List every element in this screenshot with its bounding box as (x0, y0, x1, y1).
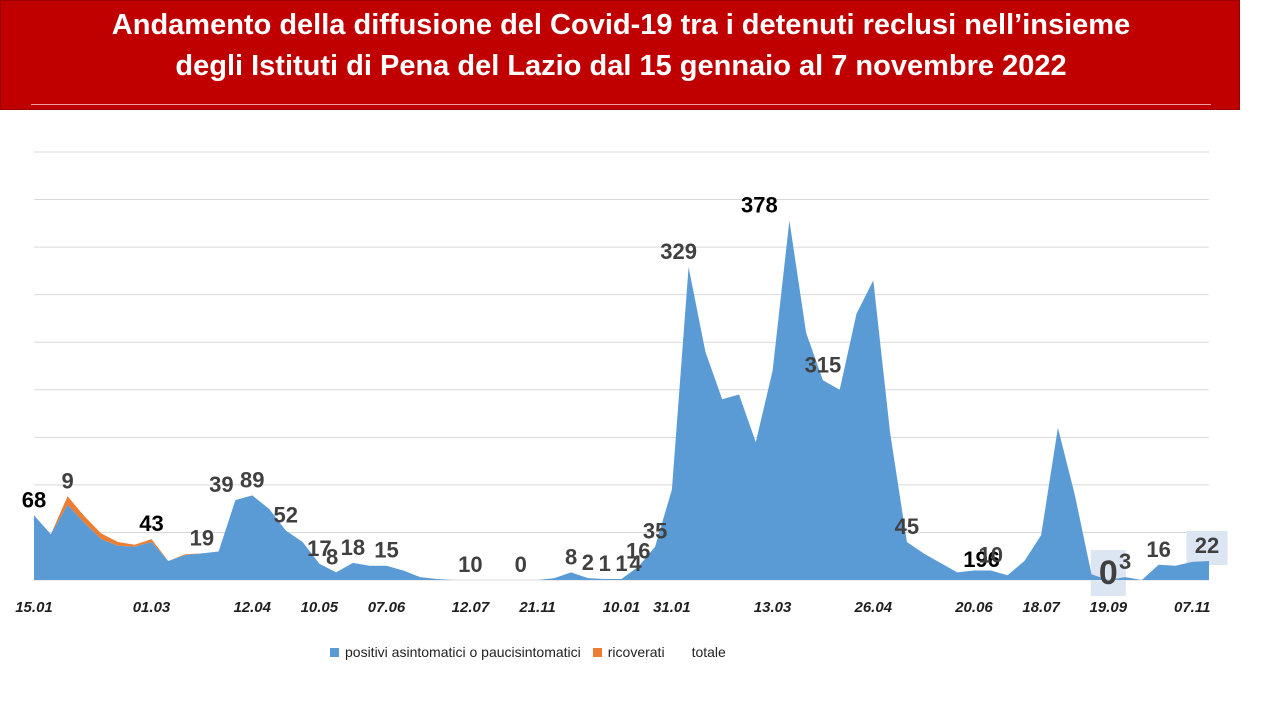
data-label: 15 (374, 538, 398, 563)
x-tick-label: 26.04 (854, 599, 893, 616)
data-label: 0 (515, 552, 527, 577)
data-label: 39 (209, 472, 233, 497)
x-tick-label: 15.01 (15, 599, 53, 616)
data-label: 22 (1195, 533, 1219, 558)
gridlines (34, 151, 1209, 581)
data-label: 18 (341, 535, 365, 560)
legend-label-totale: totale (691, 644, 726, 660)
data-label: 315 (805, 352, 842, 377)
legend: positivi asintomatici o paucisintomatici… (330, 644, 738, 660)
x-tick-label: 10.01 (603, 599, 641, 616)
x-tick-label: 12.07 (452, 599, 490, 616)
data-label: 10 (458, 552, 482, 577)
legend-item-ricoverati: ricoverati (592, 644, 665, 660)
data-label: 378 (741, 192, 778, 217)
data-label: 19 (190, 525, 214, 550)
chart-title-line-1: Andamento della diffusione del Covid-19 … (111, 9, 1131, 41)
x-tick-label: 13.03 (754, 599, 792, 616)
chart-title-line-2: degli Istituti di Pena del Lazio dal 15 … (175, 50, 1067, 82)
x-tick-label: 31.01 (653, 599, 691, 616)
data-label: 4 (629, 551, 642, 576)
data-label: 45 (895, 514, 919, 539)
data-label: 1 (615, 551, 627, 576)
series-areas (34, 220, 1209, 580)
x-tick-label: 07.06 (368, 599, 406, 616)
series-positivi-area (34, 220, 1209, 580)
title-banner: Andamento della diffusione del Covid-19 … (0, 0, 1240, 110)
x-axis-ticks: 15.01 01.03 12.04 10.05 07.06 12.07 21.11 10.01… (15, 599, 1210, 616)
legend-label-positivi: positivi asintomatici o paucisintomatici (345, 644, 581, 660)
label-highlight-boxes (1090, 530, 1228, 596)
legend-swatch-ricoverati (592, 647, 602, 657)
data-label-box (1090, 550, 1126, 596)
data-label: 89 (240, 467, 264, 492)
legend-swatch-positivi (330, 647, 339, 657)
legend-label-ricoverati: ricoverati (607, 644, 665, 660)
data-label: 16 (1146, 537, 1170, 562)
x-tick-label: 12.04 (233, 599, 271, 616)
data-label: 10 (979, 542, 1003, 567)
data-label: 8 (326, 544, 338, 569)
data-label: 17 (307, 536, 331, 561)
data-label: 52 (274, 503, 298, 528)
title-divider (31, 104, 1211, 105)
x-tick-label: 07.11 (1174, 599, 1210, 616)
data-label: 1 (599, 551, 611, 576)
data-label: 3 (1119, 549, 1131, 574)
legend-swatch-totale (677, 648, 686, 657)
data-label: 2 (582, 550, 594, 575)
x-tick-label: 10.05 (301, 599, 339, 616)
data-label: 329 (660, 239, 697, 264)
legend-item-totale: totale (677, 644, 726, 660)
x-tick-label: 18.07 (1022, 599, 1060, 616)
data-label: 35 (643, 519, 667, 544)
x-tick-label: 19.09 (1090, 599, 1128, 616)
data-label: 43 (139, 511, 163, 536)
data-label: 68 (22, 487, 46, 512)
x-tick-label: 21.11 (518, 599, 555, 616)
x-tick-label: 01.03 (133, 599, 171, 616)
data-label: 196 (963, 547, 1000, 572)
area-chart: 15.01 01.03 12.04 10.05 07.06 12.07 21.11 10.01… (15, 151, 1228, 616)
x-tick-label: 20.06 (954, 599, 993, 616)
data-label: 8 (565, 544, 577, 569)
data-label: 9 (61, 468, 73, 493)
data-label: 16 (626, 539, 650, 564)
data-label: 0 (1099, 554, 1118, 592)
legend-item-positivi: positivi asintomatici o paucisintomatici (330, 644, 581, 660)
data-label-box (1186, 530, 1228, 565)
